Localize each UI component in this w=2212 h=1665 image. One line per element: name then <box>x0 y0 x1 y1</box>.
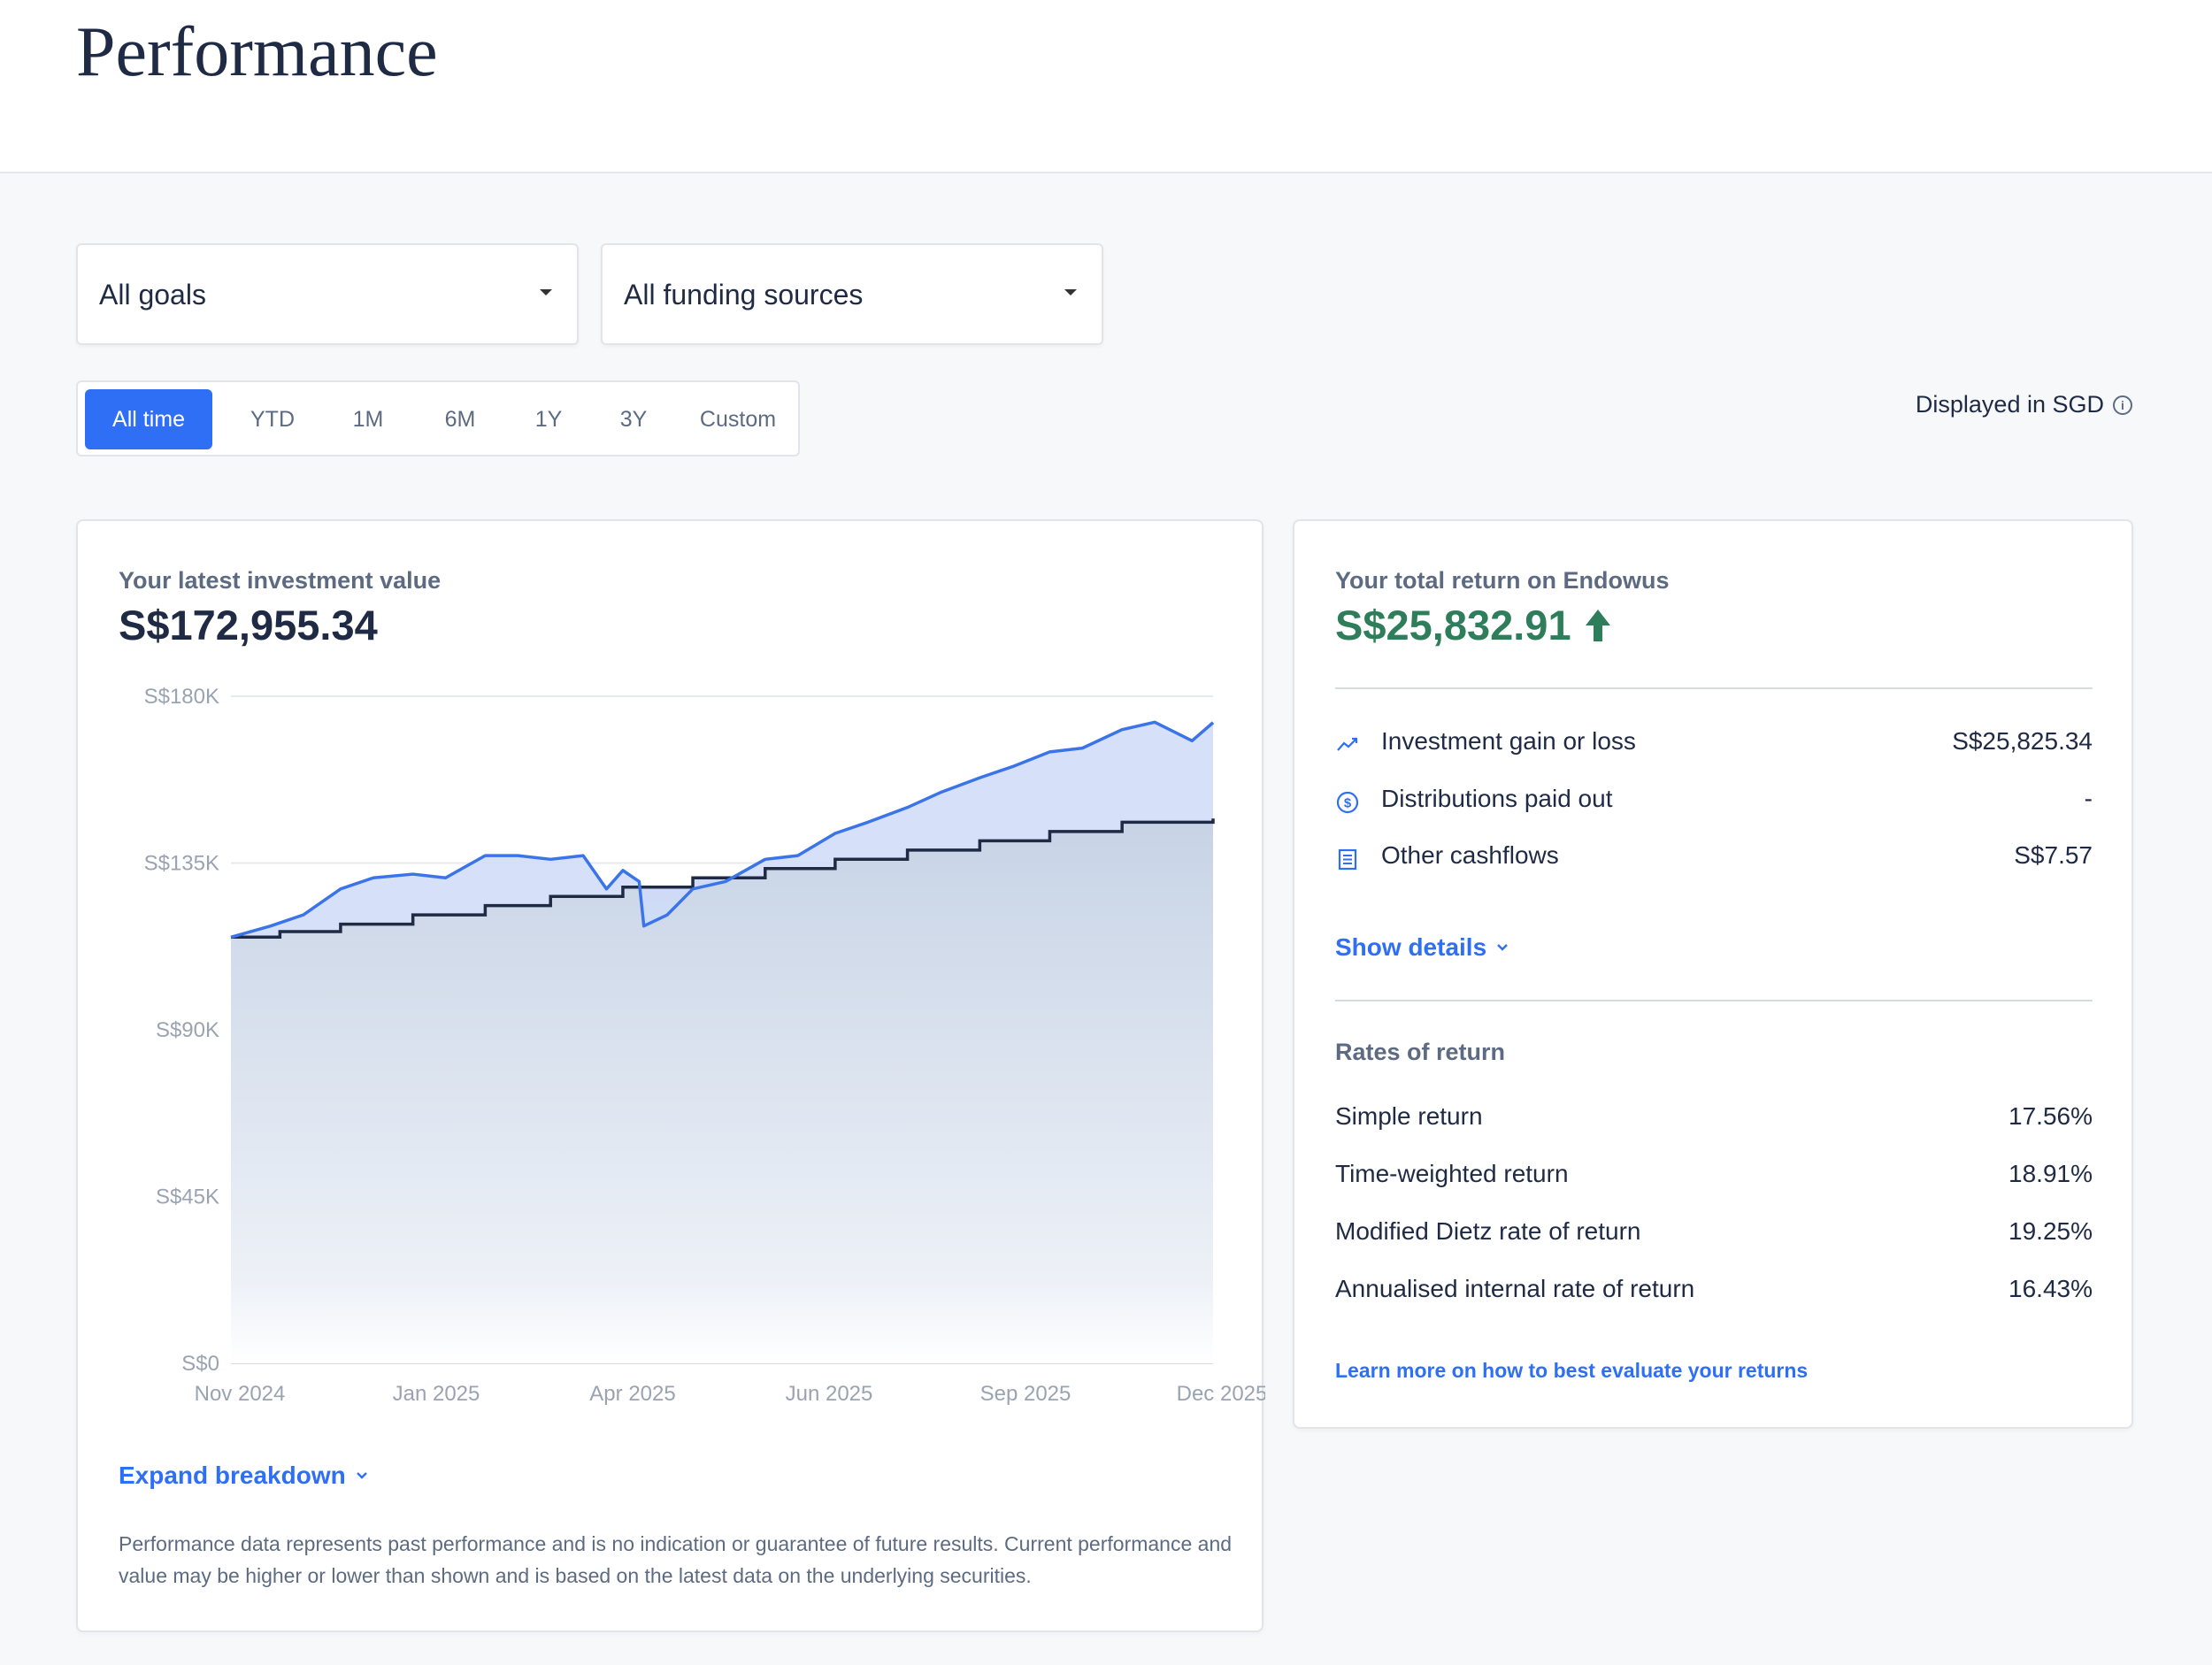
range-custom[interactable]: Custom <box>699 407 777 432</box>
investment-gain-row: Investment gain or loss S$25,825.34 <box>1335 727 2093 763</box>
total-return-card: Your total return on Endowus S$25,832.91… <box>1293 519 2133 1429</box>
range-ytd[interactable]: YTD <box>250 407 295 432</box>
range-3y[interactable]: 3Y <box>619 407 648 432</box>
x-tick-label: Jun 2025 <box>786 1382 873 1406</box>
total-return-subtitle: Your total return on Endowus <box>1335 567 1670 594</box>
range-all-time[interactable]: All time <box>85 389 212 449</box>
x-tick-label: Nov 2024 <box>195 1382 286 1406</box>
other-cashflows-value: S$7.57 <box>2014 841 2093 869</box>
distributions-row: $ Distributions paid out - <box>1335 785 2093 820</box>
page-header: Performance <box>0 0 2212 173</box>
x-tick-label: Dec 2025 <box>1177 1382 1265 1406</box>
expand-breakdown-link[interactable]: Expand breakdown <box>119 1462 369 1490</box>
time-weighted-return-value: 18.91% <box>2008 1160 2093 1187</box>
performance-disclaimer: Performance data represents past perform… <box>119 1532 1233 1587</box>
range-1y[interactable]: 1Y <box>534 407 563 432</box>
investment-value-subtitle: Your latest investment value <box>119 567 442 594</box>
y-tick-label: S$90K <box>156 1018 219 1042</box>
y-tick-label: S$45K <box>156 1185 219 1209</box>
divider <box>1335 687 2093 689</box>
chevron-down-icon <box>1497 944 1509 951</box>
y-tick-label: S$135K <box>144 852 219 876</box>
page-title: Performance <box>76 13 438 91</box>
investment-gain-value: S$25,825.34 <box>1952 727 2093 755</box>
x-tick-label: Jan 2025 <box>393 1382 480 1406</box>
range-1m[interactable]: 1M <box>352 407 384 432</box>
gain-area <box>231 722 1213 938</box>
time-weighted-return-label: Time-weighted return <box>1335 1160 1569 1187</box>
rates-of-return-title: Rates of return <box>1335 1039 1506 1065</box>
portfolio-value-line <box>230 720 1215 939</box>
investment-chart: S$0 S$45K S$90K S$135K S$180K Nov 2024 Jan 202… <box>144 685 1265 1406</box>
currency-note-label: Displayed in SGD <box>1915 391 2104 418</box>
other-cashflows-label: Other cashflows <box>1381 841 1559 869</box>
expand-breakdown-label: Expand breakdown <box>119 1462 346 1489</box>
investment-gain-label: Investment gain or loss <box>1381 727 1636 755</box>
range-6m[interactable]: 6M <box>444 407 476 432</box>
caret-down-icon <box>1064 289 1077 295</box>
annualised-irr-label: Annualised internal rate of return <box>1335 1275 1695 1302</box>
show-details-label: Show details <box>1335 933 1487 961</box>
distributions-value: - <box>2084 785 2093 812</box>
simple-return-row: Simple return 17.56% <box>1335 1102 2093 1138</box>
modified-dietz-row: Modified Dietz rate of return 19.25% <box>1335 1217 2093 1253</box>
time-range-selector: All time YTD 1M 6M 1Y 3Y Custom <box>76 380 800 457</box>
chevron-down-icon <box>356 1472 367 1479</box>
trend-line-icon <box>1337 737 1358 751</box>
annualised-irr-value: 16.43% <box>2008 1275 2093 1302</box>
document-list-icon <box>1338 848 1357 871</box>
show-details-link[interactable]: Show details <box>1335 933 1509 962</box>
dollar-coin-icon: $ <box>1336 791 1359 814</box>
funding-source-select[interactable]: All funding sources <box>601 243 1103 345</box>
time-weighted-return-row: Time-weighted return 18.91% <box>1335 1160 2093 1195</box>
investment-value: S$172,955.34 <box>119 602 378 648</box>
net-investment-area <box>231 818 1213 1363</box>
svg-text:$: $ <box>1344 796 1352 811</box>
distributions-label: Distributions paid out <box>1381 785 1613 812</box>
other-cashflows-row: Other cashflows S$7.57 <box>1335 841 2093 877</box>
x-tick-label: Apr 2025 <box>589 1382 675 1406</box>
investment-value-card: Your latest investment value S$172,955.3… <box>76 519 1265 1632</box>
total-return-value-wrap: S$25,832.91 <box>1335 601 1612 649</box>
goals-select[interactable]: All goals <box>76 243 579 345</box>
y-tick-label: S$0 <box>181 1352 219 1376</box>
arrow-up-icon <box>1585 609 1610 641</box>
goals-select-value: All goals <box>99 279 206 311</box>
learn-more-link[interactable]: Learn more on how to best evaluate your … <box>1335 1359 1809 1382</box>
currency-note: Displayed in SGD i <box>1916 391 2132 418</box>
modified-dietz-value: 19.25% <box>2008 1217 2093 1245</box>
net-investment-line <box>231 818 1215 940</box>
simple-return-value: 17.56% <box>2008 1102 2093 1130</box>
simple-return-label: Simple return <box>1335 1102 1483 1130</box>
divider <box>1335 1000 2093 1001</box>
modified-dietz-label: Modified Dietz rate of return <box>1335 1217 1641 1245</box>
total-return-value: S$25,832.91 <box>1335 602 1571 648</box>
y-tick-label: S$180K <box>144 685 219 709</box>
info-icon[interactable]: i <box>2113 395 2132 415</box>
annualised-irr-row: Annualised internal rate of return 16.43… <box>1335 1275 2093 1310</box>
x-tick-label: Sep 2025 <box>980 1382 1071 1406</box>
caret-down-icon <box>540 289 552 295</box>
funding-select-value: All funding sources <box>624 279 864 311</box>
